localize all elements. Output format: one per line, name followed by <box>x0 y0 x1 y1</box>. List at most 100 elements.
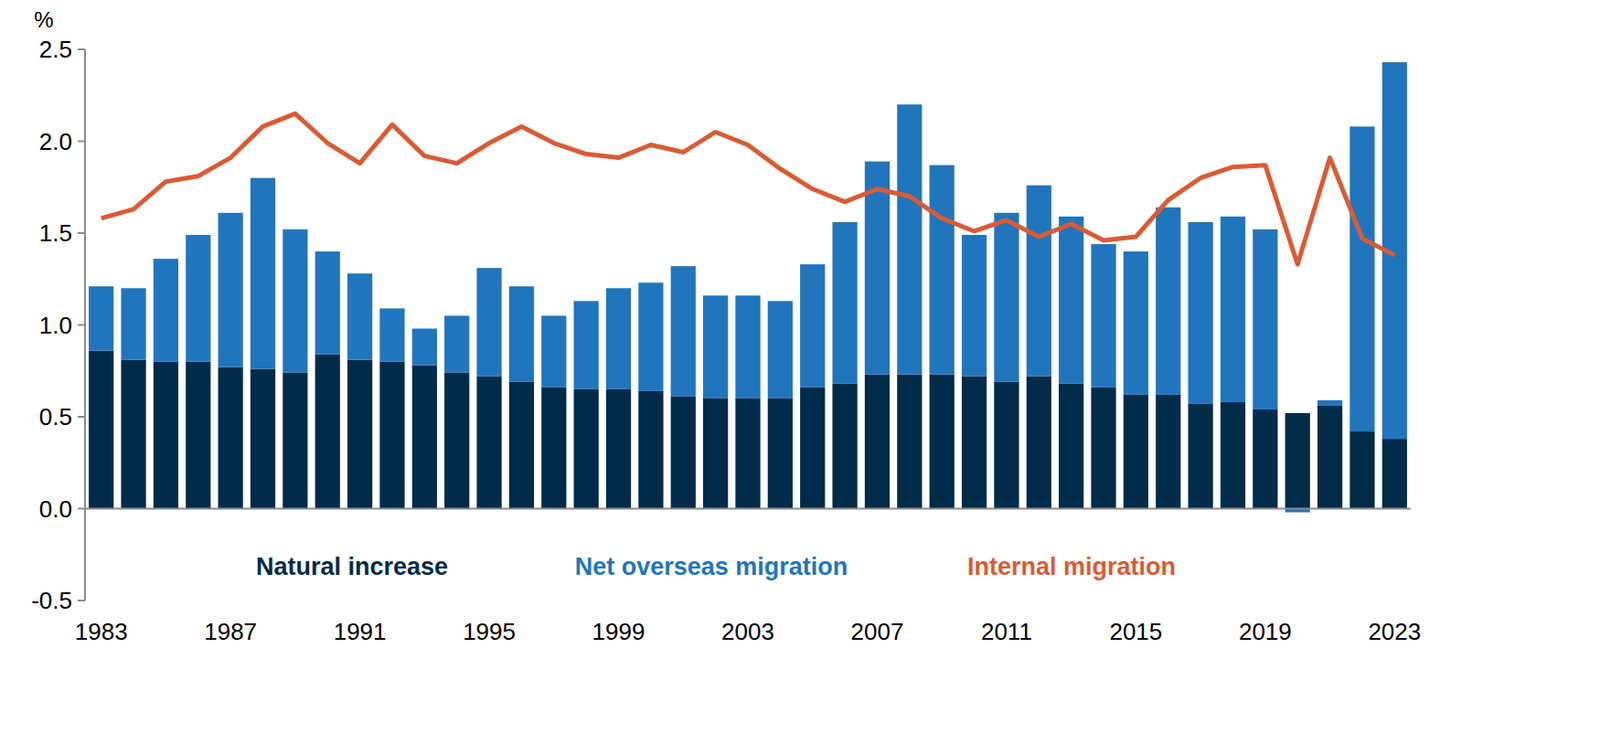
bar <box>1349 431 1375 509</box>
x-tick-label: 2007 <box>851 618 905 646</box>
y-tick <box>77 508 86 511</box>
x-tick-label: 1991 <box>333 618 387 646</box>
bar <box>929 165 955 375</box>
bar <box>1285 413 1311 510</box>
bar <box>153 258 179 363</box>
bar <box>1317 405 1343 510</box>
bar <box>671 266 696 397</box>
bar <box>412 365 438 510</box>
bar <box>282 373 308 510</box>
bar <box>929 374 955 510</box>
y-tick-label: 1.5 <box>39 219 73 247</box>
bar <box>218 213 244 368</box>
bar <box>1317 400 1343 406</box>
bar <box>412 329 438 366</box>
y-axis-label: % <box>33 7 54 32</box>
bar <box>832 222 857 384</box>
y-tick-label: 2.0 <box>39 128 73 156</box>
line <box>101 113 1396 265</box>
bar <box>606 288 631 390</box>
bar <box>1382 438 1408 509</box>
y-tick-label: 1.0 <box>39 311 73 340</box>
legend-entry: Natural increase <box>256 553 448 581</box>
bar <box>1058 384 1084 510</box>
bar <box>1090 244 1116 388</box>
bar <box>541 387 566 510</box>
bar <box>379 362 405 510</box>
bar <box>509 286 534 383</box>
y-tick <box>77 416 86 418</box>
y-tick <box>77 324 86 327</box>
bar <box>120 360 146 510</box>
y-tick <box>77 140 86 143</box>
y-tick-label: 0.5 <box>39 403 73 431</box>
bar <box>1123 251 1149 395</box>
bar <box>379 308 405 362</box>
bar <box>1155 207 1181 395</box>
bar <box>444 373 470 510</box>
bar <box>1123 394 1149 510</box>
bar <box>1188 222 1214 405</box>
bar <box>347 360 373 510</box>
bar <box>1155 394 1181 510</box>
bar <box>120 288 146 360</box>
y-tick-label: -0.5 <box>31 586 73 615</box>
bar <box>88 351 114 510</box>
y-tick <box>77 599 86 602</box>
bar <box>185 362 211 510</box>
y-tick <box>77 48 86 51</box>
x-tick-label: 1983 <box>74 618 128 646</box>
bar <box>315 251 341 355</box>
x-tick-label: 2023 <box>1367 618 1421 646</box>
y-tick-label: 0.0 <box>39 495 73 523</box>
bar <box>315 354 341 510</box>
bar <box>768 300 793 399</box>
bar <box>1252 409 1278 510</box>
bar <box>1026 376 1052 510</box>
bar <box>606 389 631 510</box>
bar <box>1220 216 1246 403</box>
zero-line <box>85 508 1411 511</box>
y-tick <box>77 232 86 235</box>
bar <box>768 398 793 510</box>
bar <box>476 376 502 510</box>
bar <box>864 374 890 510</box>
bar <box>896 104 922 374</box>
bar <box>896 374 922 510</box>
x-tick-label: 2011 <box>981 618 1033 646</box>
x-tick-label: 1987 <box>203 618 257 646</box>
bar <box>1349 126 1375 432</box>
chart: % -0.5 0.0 0.5 1.0 1.5 2.0 2.5 1983 1987 1991 1995 1… <box>0 0 1600 744</box>
bar <box>993 382 1019 510</box>
bar <box>703 295 728 399</box>
bar <box>185 234 211 363</box>
bar <box>476 267 502 377</box>
bar <box>282 229 308 374</box>
bar <box>1058 216 1084 384</box>
x-tick-label: 2015 <box>1109 618 1163 646</box>
bar <box>1090 387 1116 510</box>
bar <box>444 315 470 373</box>
bar <box>250 178 276 370</box>
bar <box>703 398 728 510</box>
x-tick-label: 1999 <box>592 618 646 646</box>
bar <box>638 391 663 510</box>
x-tick-label: 2003 <box>721 618 775 646</box>
bar <box>153 362 179 510</box>
bar <box>541 315 566 387</box>
plot-area <box>88 62 1408 512</box>
bar <box>1188 404 1214 510</box>
bar <box>800 264 825 388</box>
y-tick-label: 2.5 <box>39 35 73 64</box>
bar <box>1252 229 1278 410</box>
bar <box>250 369 276 510</box>
bar <box>347 273 373 360</box>
bar <box>574 389 599 510</box>
x-tick-label: 1995 <box>462 618 516 646</box>
bar <box>735 398 760 510</box>
legend-entry: Net overseas migration <box>575 553 849 581</box>
bar <box>88 286 114 351</box>
bar <box>961 376 987 510</box>
bar <box>509 382 534 510</box>
bar <box>961 234 987 377</box>
